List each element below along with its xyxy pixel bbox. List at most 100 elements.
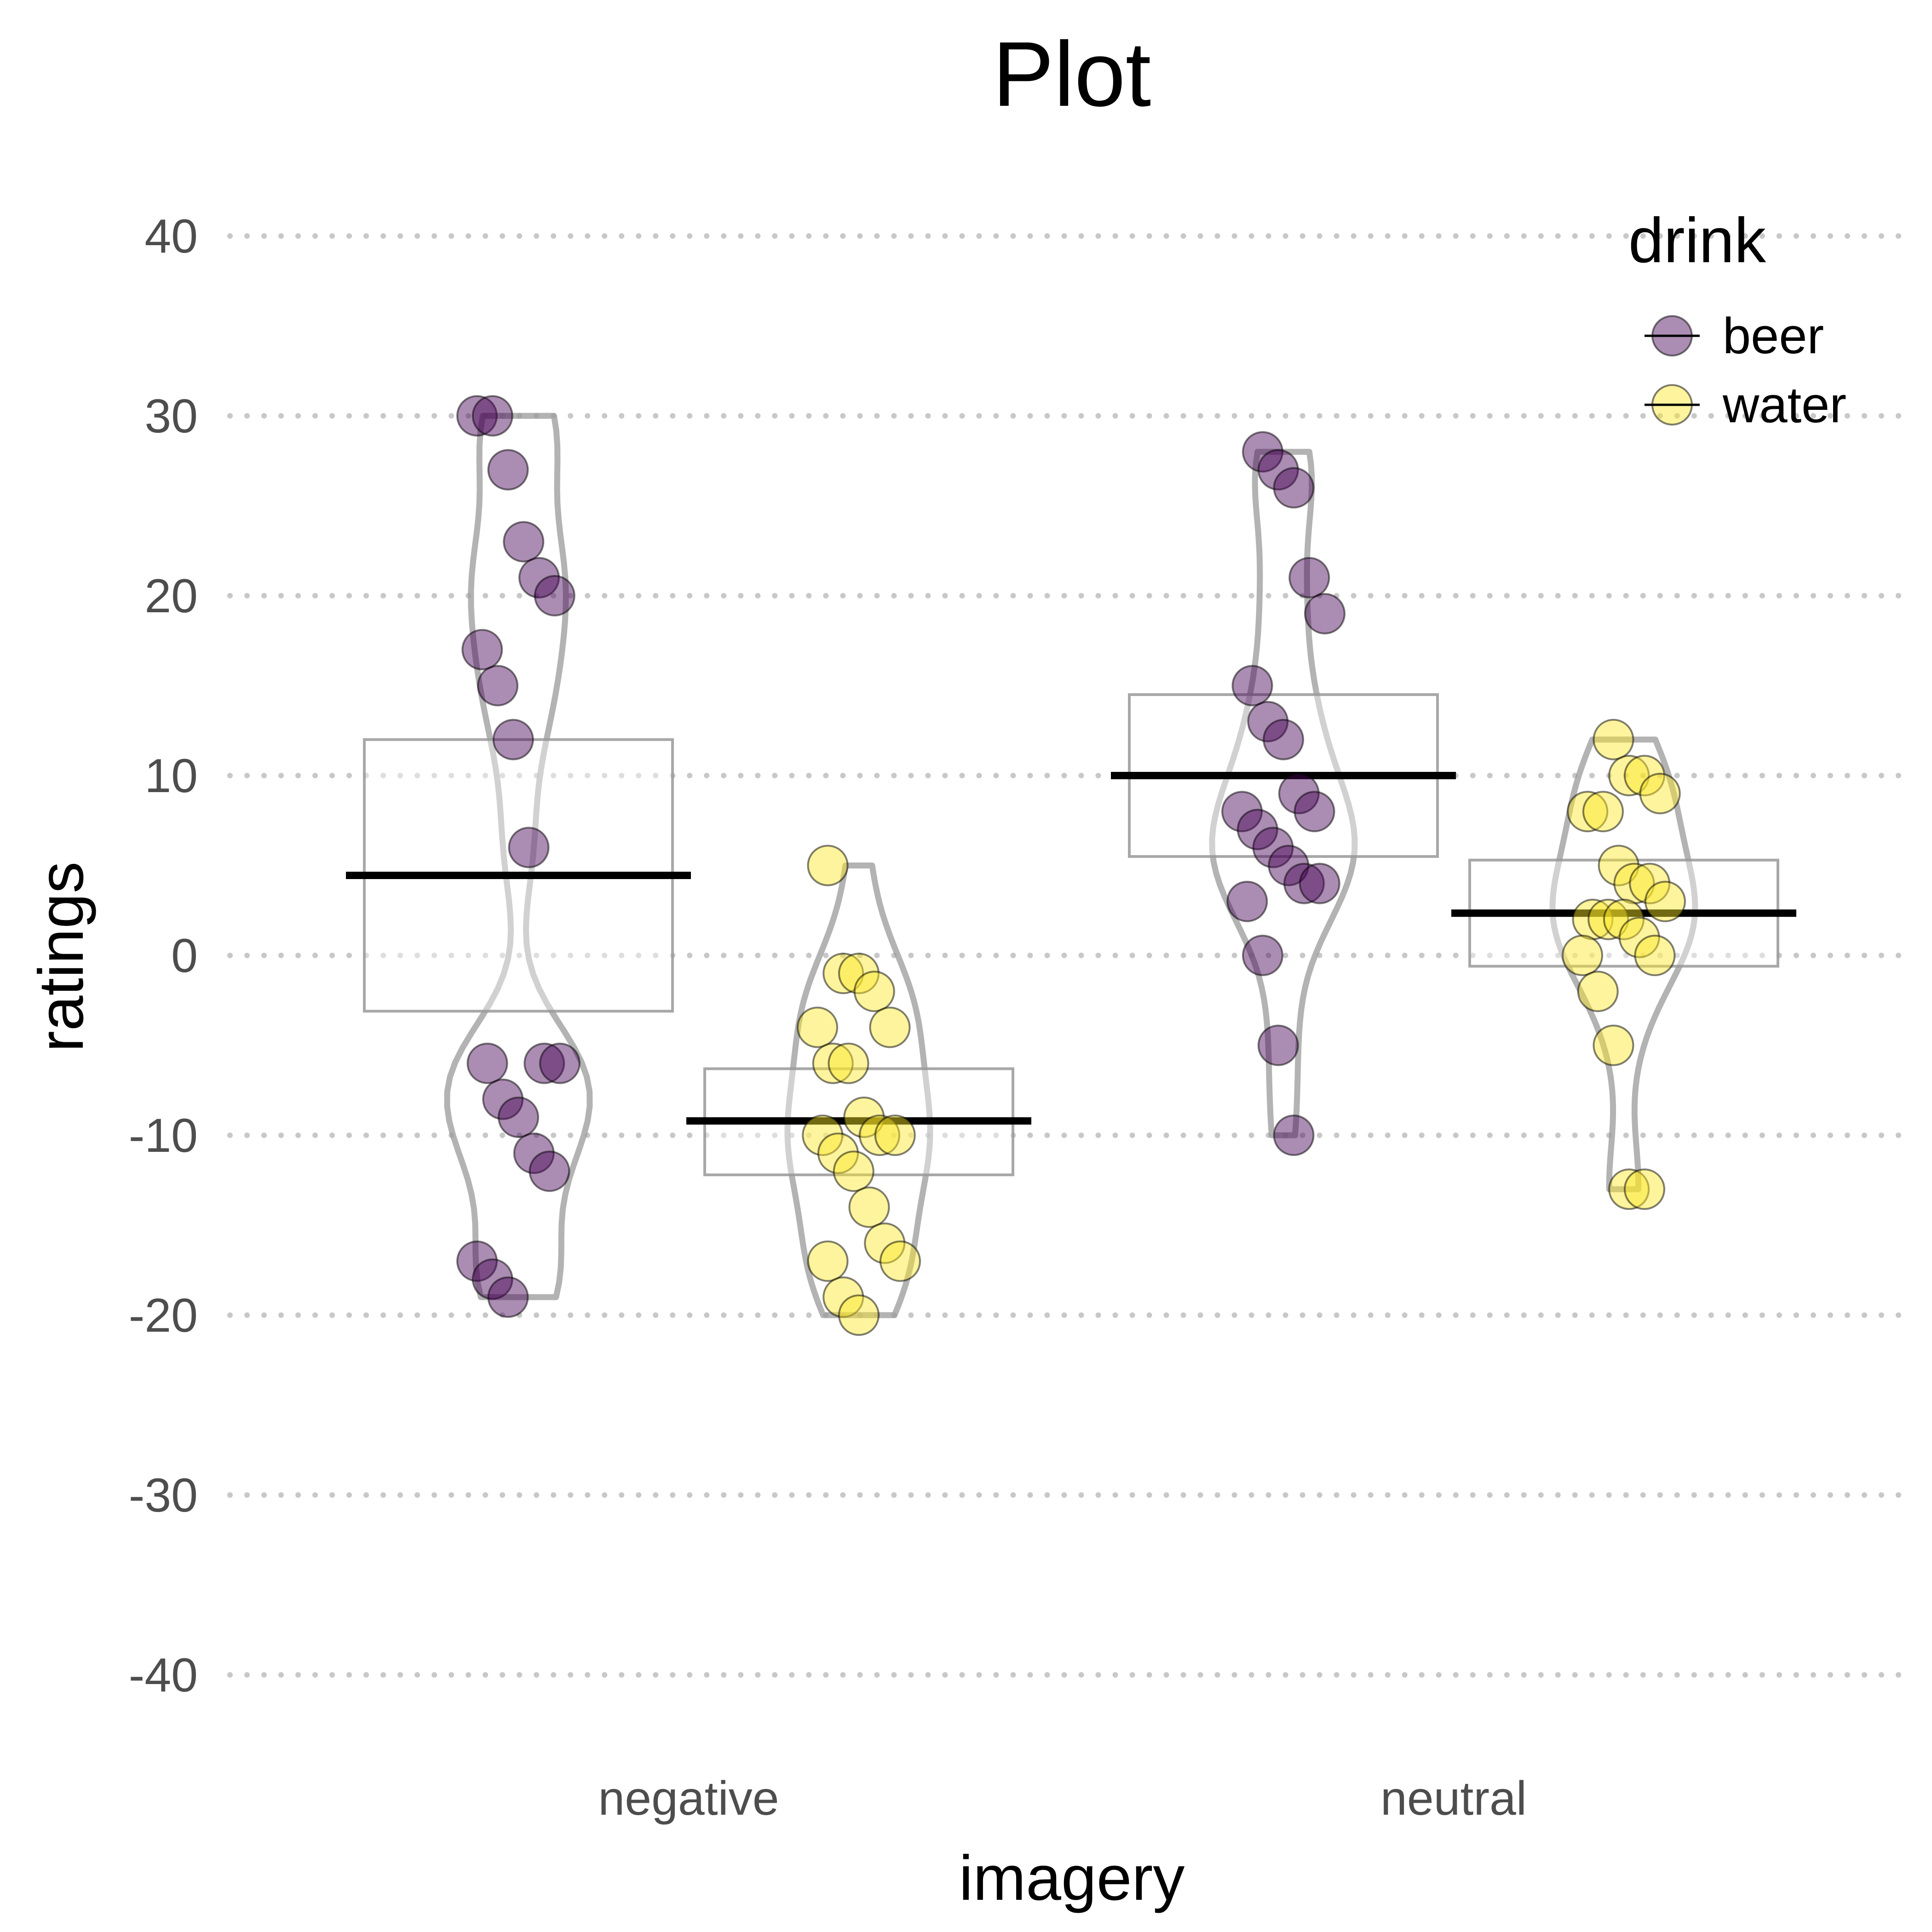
data-point-beer (1231, 665, 1273, 707)
data-point-beer (1226, 880, 1268, 922)
data-point-beer (466, 1042, 508, 1084)
data-point-beer (1273, 467, 1315, 509)
data-point-water (864, 1222, 906, 1264)
data-point-beer (472, 395, 513, 437)
data-point-water (853, 971, 895, 1012)
data-point-beer (498, 1096, 539, 1138)
data-point-beer (492, 719, 534, 760)
data-point-beer (518, 557, 560, 598)
y-tick-label: 0 (171, 929, 198, 983)
data-point-water (880, 1240, 921, 1282)
mean-lines (346, 772, 1796, 1125)
violin-negative-beer (444, 413, 593, 1300)
y-tick-label: 30 (144, 390, 198, 443)
data-point-water (1577, 971, 1619, 1012)
data-point-beer (534, 575, 575, 616)
data-point-water (833, 1150, 874, 1192)
legend-label-beer: beer (1723, 308, 1824, 364)
y-tick-label: -20 (129, 1289, 198, 1342)
violin-neutral-water (1549, 736, 1698, 1192)
data-point-beer (1257, 1024, 1299, 1066)
data-point-water (1593, 1024, 1634, 1066)
data-point-beer (1242, 431, 1283, 473)
data-point-water (1629, 862, 1671, 904)
data-point-beer (482, 1078, 524, 1120)
data-point-water (838, 953, 880, 995)
legend-item-water: water (1644, 377, 1846, 433)
data-point-beer (1288, 557, 1330, 598)
data-point-beer (1263, 719, 1304, 760)
data-point-water (812, 1042, 854, 1084)
data-point-beer (1278, 773, 1320, 815)
data-point-beer (1294, 791, 1335, 833)
y-tick-label: 10 (144, 749, 198, 803)
data-point-beer (539, 1042, 581, 1084)
data-point-beer (472, 1258, 513, 1300)
x-axis-ticks: negative neutral (598, 1772, 1527, 1825)
chart-title: Plot (993, 23, 1151, 126)
data-point-water (1593, 719, 1634, 760)
y-tick-label: -40 (129, 1649, 198, 1702)
data-point-beer (529, 1150, 570, 1192)
data-point-beer (1252, 827, 1294, 868)
y-tick-label: 40 (144, 210, 198, 263)
x-axis-title: imagery (959, 1843, 1185, 1914)
data-point-water (828, 1042, 869, 1084)
data-point-water (1608, 755, 1650, 796)
data-point-beer (1304, 593, 1346, 635)
y-tick-label: -10 (129, 1109, 198, 1162)
data-point-water (822, 953, 864, 995)
data-point-water (797, 1006, 838, 1048)
data-point-beer (461, 629, 503, 671)
data-point-water (1603, 898, 1644, 940)
data-point-water (1562, 935, 1603, 976)
data-point-beer (1221, 791, 1263, 833)
data-point-beer (1236, 809, 1278, 851)
y-tick-label: -30 (129, 1469, 198, 1522)
confidence-boxes (363, 693, 1779, 1177)
data-point-water (869, 1006, 911, 1048)
data-point-water (1608, 1168, 1650, 1210)
gridlines (227, 233, 1903, 1678)
data-point-water (807, 1240, 849, 1282)
legend-item-beer: beer (1644, 308, 1824, 364)
data-point-water (859, 1115, 900, 1156)
data-point-water (838, 1294, 880, 1336)
data-point-water (1634, 935, 1676, 976)
data-point-beer (1268, 845, 1310, 886)
data-point-water (1618, 916, 1660, 958)
data-points (456, 395, 1686, 1336)
legend: drink beer water (1628, 205, 1846, 433)
data-point-water (807, 845, 849, 886)
data-point-water (1567, 791, 1609, 833)
legend-title: drink (1628, 205, 1766, 276)
data-point-beer (456, 395, 498, 437)
data-point-water (817, 1133, 859, 1174)
data-point-beer (503, 521, 545, 563)
data-point-beer (487, 1276, 529, 1318)
y-axis-title: ratings (26, 862, 97, 1052)
data-point-water (1582, 791, 1624, 833)
legend-label-water: water (1722, 377, 1846, 433)
data-point-water (1587, 898, 1629, 940)
x-tick-label: neutral (1380, 1772, 1527, 1825)
data-point-water (1624, 755, 1665, 796)
data-point-water (1639, 773, 1681, 815)
data-point-beer (513, 1133, 555, 1174)
data-point-water (822, 1276, 864, 1318)
data-point-beer (1242, 935, 1283, 976)
data-point-water (848, 1186, 890, 1228)
data-point-water (1644, 880, 1686, 922)
data-point-beer (477, 665, 518, 707)
data-point-water (1624, 1168, 1665, 1210)
data-point-beer (1247, 701, 1289, 742)
data-point-beer (1273, 1115, 1315, 1156)
data-point-water (843, 1096, 885, 1138)
violin-negative-water (784, 862, 933, 1318)
x-tick-label: negative (598, 1772, 779, 1825)
data-point-beer (1299, 862, 1340, 904)
data-point-beer (456, 1240, 498, 1282)
data-point-beer (487, 449, 529, 491)
data-point-beer (523, 1042, 565, 1084)
